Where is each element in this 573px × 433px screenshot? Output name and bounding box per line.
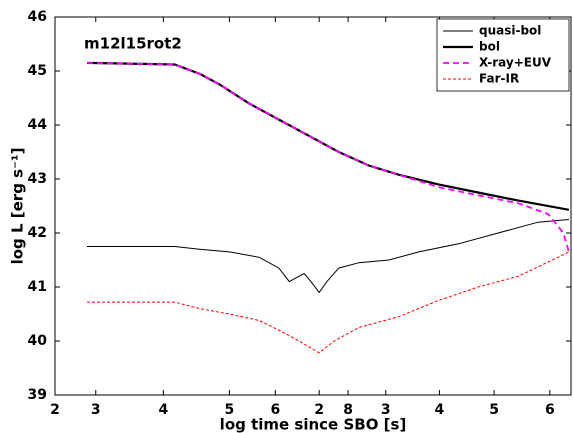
y-axis-label: log L [erg s⁻¹] — [9, 148, 27, 265]
y-tick-label: 39 — [28, 387, 47, 403]
x-tick-label: 6 — [270, 402, 280, 418]
legend-label: bol — [479, 40, 500, 54]
series-line — [86, 61, 570, 211]
series-line — [87, 251, 570, 354]
x-tick-label: 2 — [314, 402, 324, 418]
y-tick-label: 46 — [28, 9, 47, 25]
x-tick-label: 3 — [381, 402, 391, 418]
legend-label: quasi-bol — [479, 24, 541, 38]
x-tick-label: 3 — [91, 402, 101, 418]
x-tick-label: 8 — [343, 402, 353, 418]
y-tick-label: 42 — [28, 225, 47, 241]
series-line — [86, 62, 570, 253]
x-tick-label: 6 — [545, 402, 555, 418]
x-tick-label: 4 — [158, 402, 168, 418]
y-tick-label: 45 — [28, 63, 47, 79]
x-tick-label: 5 — [225, 402, 235, 418]
annotation: m12l15rot2 — [84, 35, 182, 53]
x-tick-label: 5 — [489, 402, 499, 418]
x-tick-label: 2 — [50, 402, 60, 418]
legend-label: X-ray+EUV — [479, 56, 552, 70]
x-tick-label: 4 — [435, 402, 445, 418]
y-tick-label: 44 — [28, 117, 48, 133]
y-tick-label: 41 — [28, 279, 47, 295]
plot-frame — [54, 16, 572, 396]
y-tick-label: 43 — [28, 171, 47, 187]
series-line — [87, 219, 569, 294]
y-tick-label: 40 — [28, 333, 48, 349]
legend-label: Far-IR — [479, 72, 519, 86]
x-axis-label: log time since SBO [s] — [220, 416, 407, 433]
